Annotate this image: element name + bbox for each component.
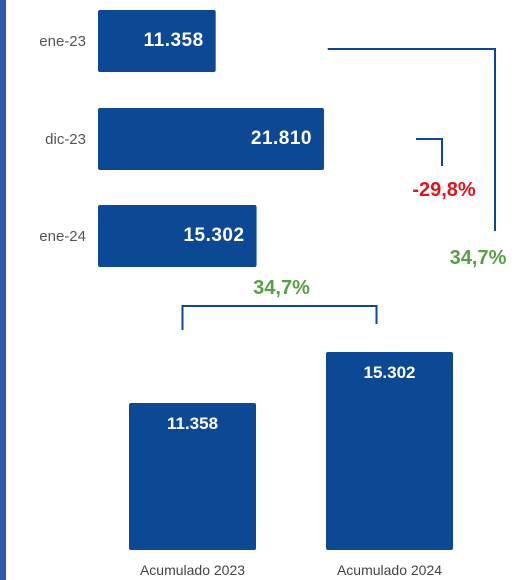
hbar-ene-23 [98,10,216,72]
vbar-category-label: Acumulado 2023 [140,562,245,578]
hbar-value-label: 11.358 [144,30,204,51]
hbar-dic-23 [98,108,324,170]
annotation-change-dic23-ene24: -29,8% [412,179,476,201]
hbar-value-label: 21.810 [251,128,312,149]
vbar-1 [129,403,256,550]
hbar-value-label: 15.302 [183,225,244,246]
bracket-dic23-ene24 [416,138,443,166]
annotation-change-acumulado: 34,7% [253,277,310,299]
vbar-category-label: Acumulado 2024 [337,562,442,578]
hbar-category-label: ene-24 [39,228,86,245]
annotation-change-ene23-ene24: 34,7% [450,247,507,269]
vbar-2 [326,352,453,550]
hbar-ene-24 [98,205,257,267]
bracket-acumulado [181,305,378,330]
bracket-ene23-ene24 [327,48,496,231]
hbar-category-label: ene-23 [39,33,86,50]
vbar-value-label: 11.358 [167,414,218,433]
vbar-value-label: 15.302 [364,363,416,382]
hbar-category-label: dic-23 [45,131,86,148]
left-accent-strip [0,0,6,580]
